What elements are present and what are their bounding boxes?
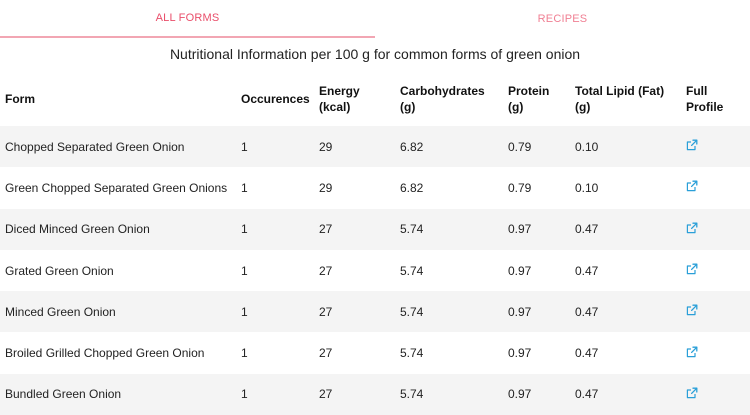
header-total-lipid-label: Total Lipid (Fat) bbox=[575, 84, 665, 98]
header-protein-unit: (g) bbox=[508, 100, 524, 114]
header-carbohydrates-unit: (g) bbox=[400, 100, 416, 114]
header-occurences: Occurences bbox=[236, 72, 314, 126]
header-energy-unit: (kcal) bbox=[319, 100, 351, 114]
tab-recipes[interactable]: RECIPES bbox=[537, 13, 588, 25]
header-form-label: Form bbox=[5, 92, 35, 106]
cell-protein: 0.79 bbox=[503, 167, 570, 209]
cell-full-profile bbox=[681, 291, 750, 333]
header-total-lipid: Total Lipid (Fat) (g) bbox=[570, 72, 681, 126]
cell-full-profile bbox=[681, 126, 750, 168]
cell-total-lipid: 0.47 bbox=[570, 332, 681, 374]
header-protein: Protein (g) bbox=[503, 72, 570, 126]
cell-form: Broiled Grilled Chopped Green Onion bbox=[0, 332, 236, 374]
external-link-icon[interactable] bbox=[686, 139, 698, 151]
cell-protein: 0.97 bbox=[503, 249, 570, 292]
header-row: Form Occurences Energy (kcal) Carbohydrat… bbox=[0, 72, 750, 126]
cell-protein: 0.79 bbox=[503, 126, 570, 168]
cell-carbohydrates: 5.74 bbox=[395, 291, 503, 333]
cell-energy: 27 bbox=[314, 373, 395, 415]
cell-occurences: 1 bbox=[236, 291, 314, 333]
cell-occurences: 1 bbox=[236, 167, 314, 209]
cell-full-profile bbox=[681, 208, 750, 250]
cell-energy: 27 bbox=[314, 291, 395, 333]
header-occurences-label: Occurences bbox=[241, 92, 310, 106]
cell-full-profile bbox=[681, 373, 750, 415]
cell-total-lipid: 0.47 bbox=[570, 291, 681, 333]
cell-energy: 29 bbox=[314, 167, 395, 209]
cell-protein: 0.97 bbox=[503, 332, 570, 374]
cell-total-lipid: 0.47 bbox=[570, 373, 681, 415]
external-link-icon[interactable] bbox=[686, 346, 698, 358]
cell-full-profile bbox=[681, 249, 750, 292]
cell-total-lipid: 0.47 bbox=[570, 208, 681, 250]
cell-carbohydrates: 6.82 bbox=[395, 126, 503, 168]
cell-carbohydrates: 5.74 bbox=[395, 249, 503, 292]
external-link-icon[interactable] bbox=[686, 222, 698, 234]
cell-total-lipid: 0.47 bbox=[570, 249, 681, 292]
table-row: Chopped Separated Green Onion 1 29 6.82 … bbox=[0, 126, 750, 168]
table-header: Form Occurences Energy (kcal) Carbohydrat… bbox=[0, 72, 750, 126]
external-link-icon[interactable] bbox=[686, 180, 698, 192]
cell-protein: 0.97 bbox=[503, 373, 570, 415]
nutrition-table: Form Occurences Energy (kcal) Carbohydrat… bbox=[0, 72, 750, 415]
tab-all-forms[interactable]: ALL FORMS bbox=[0, 0, 375, 38]
cell-carbohydrates: 6.82 bbox=[395, 167, 503, 209]
cell-total-lipid: 0.10 bbox=[570, 126, 681, 168]
cell-energy: 27 bbox=[314, 249, 395, 292]
cell-occurences: 1 bbox=[236, 373, 314, 415]
header-energy-label: Energy bbox=[319, 84, 360, 98]
cell-protein: 0.97 bbox=[503, 208, 570, 250]
table-row: Green Chopped Separated Green Onions 1 2… bbox=[0, 167, 750, 209]
cell-occurences: 1 bbox=[236, 332, 314, 374]
cell-form: Minced Green Onion bbox=[0, 291, 236, 333]
table-row: Bundled Green Onion 1 27 5.74 0.97 0.47 bbox=[0, 373, 750, 415]
cell-total-lipid: 0.10 bbox=[570, 167, 681, 209]
cell-occurences: 1 bbox=[236, 208, 314, 250]
tab-bar: ALL FORMS RECIPES bbox=[0, 0, 750, 38]
header-energy: Energy (kcal) bbox=[314, 72, 395, 126]
cell-full-profile bbox=[681, 332, 750, 374]
cell-energy: 27 bbox=[314, 332, 395, 374]
cell-energy: 29 bbox=[314, 126, 395, 168]
external-link-icon[interactable] bbox=[686, 387, 698, 399]
header-protein-label: Protein bbox=[508, 84, 550, 98]
header-carbohydrates-label: Carbohydrates bbox=[400, 84, 485, 98]
cell-protein: 0.97 bbox=[503, 291, 570, 333]
header-full-profile-label: Full bbox=[686, 84, 708, 98]
table-caption: Nutritional Information per 100 g for co… bbox=[169, 46, 581, 62]
cell-carbohydrates: 5.74 bbox=[395, 332, 503, 374]
table-row: Grated Green Onion 1 27 5.74 0.97 0.47 bbox=[0, 249, 750, 292]
cell-form: Grated Green Onion bbox=[0, 249, 236, 292]
table-row: Diced Minced Green Onion 1 27 5.74 0.97 … bbox=[0, 208, 750, 250]
cell-full-profile bbox=[681, 167, 750, 209]
cell-form: Green Chopped Separated Green Onions bbox=[0, 167, 236, 209]
cell-form: Diced Minced Green Onion bbox=[0, 208, 236, 250]
header-form: Form bbox=[0, 72, 236, 126]
cell-occurences: 1 bbox=[236, 249, 314, 292]
table-row: Broiled Grilled Chopped Green Onion 1 27… bbox=[0, 332, 750, 374]
header-full-profile-label-2: Profile bbox=[686, 100, 724, 114]
external-link-icon[interactable] bbox=[686, 263, 698, 275]
external-link-icon[interactable] bbox=[686, 304, 698, 316]
cell-carbohydrates: 5.74 bbox=[395, 208, 503, 250]
header-carbohydrates: Carbohydrates (g) bbox=[395, 72, 503, 126]
table-body: Chopped Separated Green Onion 1 29 6.82 … bbox=[0, 126, 750, 415]
cell-occurences: 1 bbox=[236, 126, 314, 168]
header-total-lipid-unit: (g) bbox=[575, 100, 591, 114]
cell-form: Bundled Green Onion bbox=[0, 373, 236, 415]
cell-carbohydrates: 5.74 bbox=[395, 373, 503, 415]
header-full-profile: Full Profile bbox=[681, 72, 750, 126]
cell-form: Chopped Separated Green Onion bbox=[0, 126, 236, 168]
cell-energy: 27 bbox=[314, 208, 395, 250]
table-row: Minced Green Onion 1 27 5.74 0.97 0.47 bbox=[0, 291, 750, 333]
